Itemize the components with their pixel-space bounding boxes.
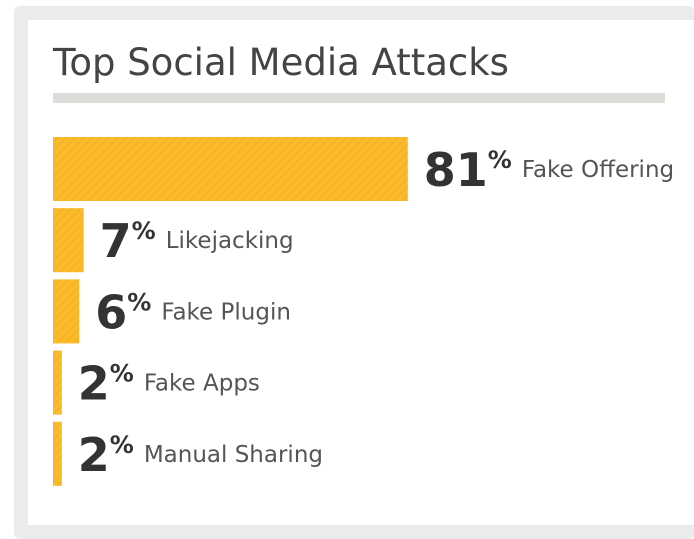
value-label: 7% [100, 214, 156, 268]
bar-tint [53, 137, 408, 201]
bar-tint [53, 350, 62, 415]
bar [53, 137, 408, 201]
bar-tint [53, 208, 84, 273]
category-label: Fake Plugin [161, 299, 291, 325]
category-label: Manual Sharing [144, 442, 323, 468]
category-label: Fake Offering [522, 157, 674, 183]
value-label: 2% [78, 357, 134, 411]
bar [53, 208, 84, 273]
bar [53, 279, 80, 344]
bar [53, 421, 62, 486]
title-rule [53, 93, 665, 103]
value-label: 2% [78, 428, 134, 482]
card [28, 20, 694, 525]
chart-title: Top Social Media Attacks [52, 41, 509, 84]
category-label: Fake Apps [144, 371, 260, 397]
bar [53, 350, 62, 415]
value-label: 6% [95, 285, 151, 339]
bar-tint [53, 279, 80, 344]
bar-tint [53, 421, 62, 486]
value-label: 81% [424, 143, 512, 197]
category-label: Likejacking [166, 228, 294, 254]
